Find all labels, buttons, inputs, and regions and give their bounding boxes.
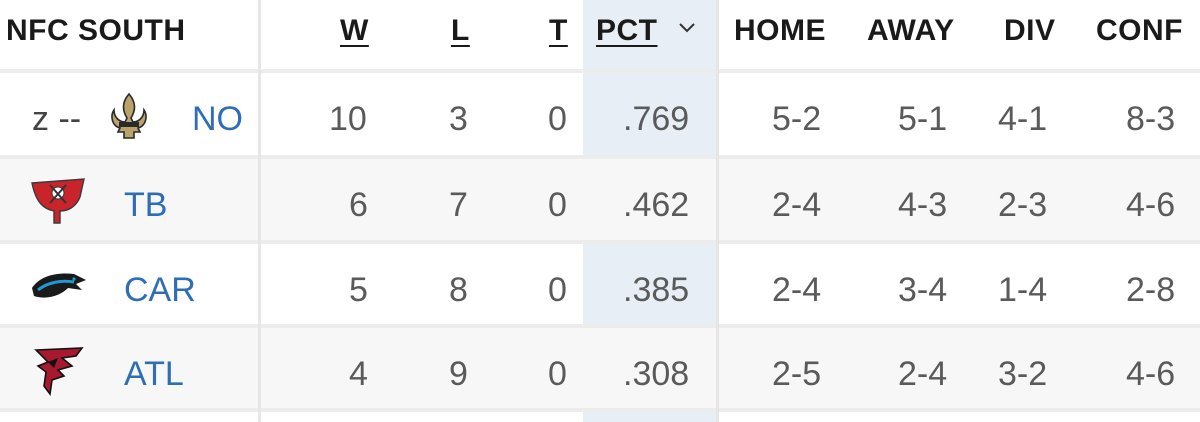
pct-value: .462 bbox=[623, 186, 690, 224]
col-header-wins[interactable]: W bbox=[340, 14, 369, 47]
losses-value: 7 bbox=[449, 186, 468, 224]
wins-value: 4 bbox=[349, 355, 368, 393]
ties-value: 0 bbox=[548, 100, 567, 138]
ties-value: 0 bbox=[548, 355, 567, 393]
col-header-conf: CONF bbox=[1096, 14, 1183, 47]
conf-record: 4-6 bbox=[1126, 355, 1176, 393]
row-divider bbox=[0, 240, 1200, 244]
division-title: NFC SOUTH bbox=[6, 14, 186, 47]
ties-value: 0 bbox=[548, 186, 567, 224]
table-row[interactable]: ATL 4 9 0 .308 2-5 2-4 3-2 4-6 bbox=[0, 328, 1200, 410]
wins-value: 6 bbox=[349, 186, 368, 224]
losses-value: 9 bbox=[449, 355, 468, 393]
div-record: 1-4 bbox=[998, 271, 1048, 309]
row-divider bbox=[0, 324, 1200, 328]
col-header-home: HOME bbox=[734, 14, 826, 47]
saints-fleur-de-lis-icon bbox=[111, 92, 147, 139]
wins-value: 5 bbox=[349, 271, 368, 309]
losses-value: 3 bbox=[449, 100, 468, 138]
col-header-losses[interactable]: L bbox=[451, 14, 470, 47]
col-header-div: DIV bbox=[1004, 14, 1056, 47]
losses-value: 8 bbox=[449, 271, 468, 309]
table-row[interactable]: TB 6 7 0 .462 2-4 4-3 2-3 4-6 bbox=[0, 159, 1200, 241]
col-header-ties[interactable]: T bbox=[549, 14, 568, 47]
away-record: 3-4 bbox=[898, 271, 948, 309]
team-link-car[interactable]: CAR bbox=[124, 271, 196, 309]
team-column-separator bbox=[258, 0, 261, 422]
table-header: NFC SOUTH W L T PCT HOME AWAY DIV CONF bbox=[0, 0, 1200, 71]
home-record: 2-4 bbox=[772, 186, 822, 224]
panthers-icon bbox=[32, 273, 86, 298]
home-record: 2-5 bbox=[772, 355, 822, 393]
col-header-pct[interactable]: PCT bbox=[596, 14, 658, 47]
table-row[interactable]: CAR 5 8 0 .385 2-4 3-4 1-4 2-8 bbox=[0, 244, 1200, 326]
conf-record: 4-6 bbox=[1126, 186, 1176, 224]
col-header-away: AWAY bbox=[867, 14, 955, 47]
chevron-down-icon[interactable] bbox=[678, 22, 696, 34]
away-record: 4-3 bbox=[898, 186, 948, 224]
ties-value: 0 bbox=[548, 271, 567, 309]
wins-value: 10 bbox=[329, 100, 367, 138]
away-record: 5-1 bbox=[898, 100, 948, 138]
away-record: 2-4 bbox=[898, 355, 948, 393]
clinch-indicator: z -- bbox=[32, 100, 82, 138]
header-divider bbox=[0, 69, 1200, 73]
home-record: 5-2 bbox=[772, 100, 822, 138]
table-row[interactable]: z -- NO 10 3 0 .769 5-2 5-1 4-1 8-3 bbox=[0, 73, 1200, 155]
conf-record: 8-3 bbox=[1126, 100, 1176, 138]
div-record: 2-3 bbox=[998, 186, 1048, 224]
pct-column-separator bbox=[716, 0, 719, 422]
pct-value: .385 bbox=[623, 271, 690, 309]
team-link-atl[interactable]: ATL bbox=[124, 355, 184, 393]
team-link-tb[interactable]: TB bbox=[124, 186, 168, 224]
buccaneers-flag-icon bbox=[31, 178, 85, 224]
falcons-icon bbox=[34, 347, 84, 396]
team-link-no[interactable]: NO bbox=[192, 100, 243, 138]
div-record: 3-2 bbox=[998, 355, 1048, 393]
conf-record: 2-8 bbox=[1126, 271, 1176, 309]
div-record: 4-1 bbox=[998, 100, 1048, 138]
pct-value: .769 bbox=[623, 100, 690, 138]
pct-value: .308 bbox=[623, 355, 690, 393]
home-record: 2-4 bbox=[772, 271, 822, 309]
row-divider bbox=[0, 155, 1200, 159]
row-divider bbox=[0, 408, 1200, 412]
